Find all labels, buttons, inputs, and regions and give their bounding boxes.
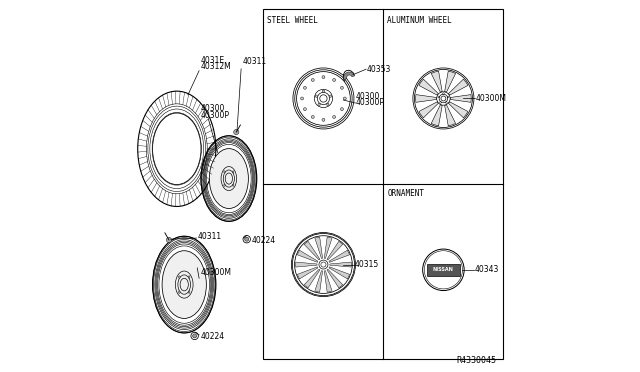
Ellipse shape	[224, 184, 225, 186]
Text: 40311: 40311	[198, 232, 222, 241]
Circle shape	[319, 260, 328, 269]
Circle shape	[322, 76, 325, 78]
Polygon shape	[298, 267, 318, 279]
Text: ORNAMENT: ORNAMENT	[387, 189, 424, 198]
Polygon shape	[431, 105, 442, 126]
Polygon shape	[327, 241, 342, 260]
Text: 40315: 40315	[355, 260, 379, 269]
Polygon shape	[324, 237, 332, 259]
Text: 40300: 40300	[201, 104, 225, 113]
Text: 40224: 40224	[251, 236, 275, 245]
Text: NISSAN: NISSAN	[433, 267, 454, 272]
Circle shape	[340, 86, 344, 89]
Ellipse shape	[188, 276, 190, 278]
Polygon shape	[445, 71, 456, 92]
Circle shape	[311, 115, 314, 118]
Polygon shape	[298, 250, 318, 262]
Circle shape	[303, 86, 307, 89]
Text: 4031E: 4031E	[200, 56, 225, 65]
Text: 40300P: 40300P	[356, 98, 385, 107]
Polygon shape	[327, 269, 342, 288]
Circle shape	[311, 78, 314, 81]
Polygon shape	[449, 79, 468, 95]
Circle shape	[303, 108, 307, 110]
Wedge shape	[344, 72, 355, 80]
Circle shape	[166, 237, 172, 243]
Ellipse shape	[232, 171, 234, 173]
Circle shape	[322, 118, 325, 121]
Polygon shape	[329, 267, 349, 279]
Circle shape	[422, 249, 464, 291]
Text: 40353: 40353	[367, 65, 392, 74]
Ellipse shape	[152, 113, 201, 185]
Circle shape	[329, 95, 332, 97]
Text: 40312M: 40312M	[200, 62, 231, 71]
Ellipse shape	[162, 251, 206, 318]
Ellipse shape	[209, 148, 248, 208]
Circle shape	[301, 97, 303, 100]
Circle shape	[316, 95, 317, 97]
Polygon shape	[329, 250, 349, 262]
Text: 40300: 40300	[356, 92, 380, 101]
Polygon shape	[451, 94, 471, 102]
Ellipse shape	[188, 291, 190, 293]
Text: 40300M: 40300M	[201, 268, 232, 277]
Polygon shape	[416, 94, 436, 102]
Circle shape	[326, 103, 329, 106]
Circle shape	[343, 97, 346, 100]
Text: 40311: 40311	[243, 57, 267, 66]
Polygon shape	[431, 71, 442, 92]
Polygon shape	[304, 269, 320, 288]
Polygon shape	[296, 262, 317, 267]
Ellipse shape	[232, 184, 234, 186]
Polygon shape	[315, 271, 323, 292]
Circle shape	[333, 115, 335, 118]
Text: ALUMINUM WHEEL: ALUMINUM WHEEL	[387, 16, 452, 25]
Polygon shape	[330, 262, 351, 267]
Bar	[264, 9, 504, 359]
Polygon shape	[419, 79, 438, 95]
Polygon shape	[304, 241, 320, 260]
Text: 40343: 40343	[474, 265, 499, 274]
Text: 40224: 40224	[200, 332, 225, 341]
Text: 40300M: 40300M	[476, 94, 507, 103]
Text: STEEL WHEEL: STEEL WHEEL	[267, 16, 318, 25]
Text: R4330045: R4330045	[457, 356, 497, 365]
Bar	[428, 264, 460, 276]
Polygon shape	[315, 237, 323, 259]
Circle shape	[244, 237, 249, 241]
Polygon shape	[445, 105, 456, 126]
Circle shape	[323, 90, 324, 92]
Polygon shape	[419, 102, 438, 118]
Polygon shape	[449, 102, 468, 118]
Polygon shape	[324, 271, 332, 292]
Ellipse shape	[179, 276, 180, 278]
Text: 40300P: 40300P	[201, 111, 230, 120]
Ellipse shape	[179, 291, 180, 293]
Circle shape	[340, 108, 344, 110]
Circle shape	[318, 103, 320, 106]
Circle shape	[193, 334, 196, 338]
Circle shape	[234, 129, 239, 135]
Circle shape	[333, 78, 335, 81]
Ellipse shape	[224, 171, 225, 173]
